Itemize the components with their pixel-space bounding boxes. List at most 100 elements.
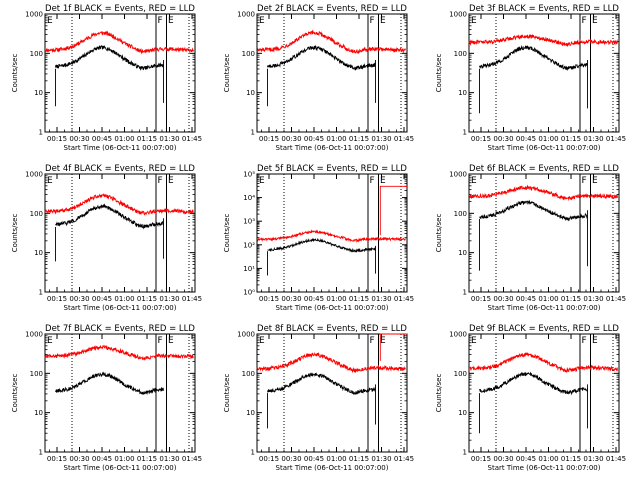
y-tick-label: 10 (34, 409, 43, 417)
x-tick-label: 01:30 (371, 455, 391, 463)
x-axis-label: Start Time (06-Oct-11 00:07:00) (488, 464, 601, 472)
x-tick-label: 00:15 (471, 135, 491, 143)
x-tick-label: 01:45 (606, 135, 626, 143)
plot-frame (256, 333, 408, 453)
lld-series (256, 229, 406, 243)
y-axis-label: Counts/sec (11, 54, 19, 93)
corner-marker-label: E (259, 16, 265, 26)
y-tick-label: 1 (251, 129, 255, 137)
y-axis-label: Counts/sec (435, 214, 443, 253)
x-tick-label: 01:00 (114, 455, 134, 463)
y-tick-label: 1 (463, 449, 467, 457)
corner-marker-label: E (471, 176, 477, 186)
x-tick-label: 00:45 (92, 295, 112, 303)
x-axis-label: Start Time (06-Oct-11 00:07:00) (276, 464, 389, 472)
y-axis-label: Counts/sec (435, 54, 443, 93)
lld-series (256, 351, 406, 374)
detector-panel-7: Det 7f BLACK = Events, RED = LLD 1 10 100 10… (11, 324, 202, 472)
panel-title: Det 3f BLACK = Events, RED = LLD (469, 4, 619, 14)
time-marker-label: E (168, 176, 174, 186)
panel-title: Det 5f BLACK = Events, RED = LLD (257, 164, 407, 174)
lld-series (44, 344, 194, 361)
time-marker-label: F (370, 336, 375, 346)
y-tick-label: 100 (454, 370, 467, 378)
corner-marker-label: E (471, 336, 477, 346)
plot-frame (468, 13, 620, 133)
x-tick-label: 00:45 (304, 135, 324, 143)
events-series (55, 45, 164, 71)
x-tick-label: 01:15 (561, 455, 581, 463)
x-tick-label: 00:30 (281, 295, 301, 303)
x-tick-label: 01:15 (561, 295, 581, 303)
x-tick-label: 00:15 (259, 455, 279, 463)
y-tick-label: 1 (39, 289, 43, 297)
lld-saturation-step (379, 333, 407, 361)
y-tick-label: 10⁴ (243, 194, 255, 202)
x-tick-label: 01:00 (538, 135, 558, 143)
x-tick-label: 01:00 (538, 295, 558, 303)
panel-title: Det 7f BLACK = Events, RED = LLD (45, 324, 195, 334)
y-tick-label: 100 (30, 50, 43, 58)
x-axis-label: Start Time (06-Oct-11 00:07:00) (64, 144, 177, 152)
x-tick-label: 00:15 (471, 295, 491, 303)
lld-series (468, 351, 618, 373)
plot-frame (468, 333, 620, 453)
y-tick-label: 1000 (25, 171, 43, 179)
x-tick-label: 01:00 (326, 455, 346, 463)
x-tick-label: 01:45 (394, 295, 414, 303)
y-tick-label: 1 (463, 289, 467, 297)
y-axis-label: Counts/sec (11, 374, 19, 413)
x-tick-label: 00:30 (281, 455, 301, 463)
x-tick-label: 00:45 (304, 455, 324, 463)
y-tick-label: 1 (251, 449, 255, 457)
x-tick-label: 00:45 (92, 135, 112, 143)
panel-title: Det 6f BLACK = Events, RED = LLD (469, 164, 619, 174)
detector-panel-9: Det 9f BLACK = Events, RED = LLD 1 10 100 10… (435, 324, 626, 472)
y-tick-label: 10 (246, 409, 255, 417)
y-axis-label: Counts/sec (223, 54, 231, 93)
y-tick-label: 1000 (237, 11, 255, 19)
x-tick-label: 01:30 (371, 295, 391, 303)
time-marker-label: F (370, 16, 375, 26)
y-tick-label: 100 (30, 370, 43, 378)
y-tick-label: 1000 (449, 331, 467, 339)
x-tick-label: 01:45 (182, 135, 202, 143)
x-tick-label: 00:15 (47, 455, 67, 463)
x-axis-label: Start Time (06-Oct-11 00:07:00) (488, 144, 601, 152)
y-tick-label: 1 (463, 129, 467, 137)
x-tick-label: 00:15 (47, 295, 67, 303)
x-tick-label: 00:15 (259, 295, 279, 303)
x-tick-label: 01:45 (182, 455, 202, 463)
x-tick-label: 01:45 (182, 295, 202, 303)
x-tick-label: 00:15 (47, 135, 67, 143)
y-tick-label: 10 (458, 409, 467, 417)
x-tick-label: 00:30 (69, 295, 89, 303)
y-tick-label: 10 (458, 249, 467, 257)
x-tick-label: 00:30 (493, 455, 513, 463)
x-tick-label: 01:45 (606, 295, 626, 303)
y-tick-label: 10² (243, 241, 255, 249)
x-tick-label: 00:45 (516, 135, 536, 143)
y-tick-label: 10⁰ (243, 289, 255, 297)
x-tick-label: 01:30 (583, 135, 603, 143)
x-tick-label: 00:45 (516, 455, 536, 463)
time-marker-label: E (380, 16, 386, 26)
plot-frame (256, 13, 408, 133)
y-tick-label: 100 (30, 210, 43, 218)
y-axis-label: Counts/sec (11, 214, 19, 253)
plot-frame (44, 13, 196, 133)
x-tick-label: 01:00 (114, 135, 134, 143)
time-marker-label: F (158, 176, 163, 186)
x-tick-label: 01:15 (349, 135, 369, 143)
x-tick-label: 00:15 (471, 455, 491, 463)
time-marker-label: F (582, 176, 587, 186)
y-axis-label: Counts/sec (223, 214, 231, 253)
time-marker-label: E (592, 176, 598, 186)
x-axis-label: Start Time (06-Oct-11 00:07:00) (488, 304, 601, 312)
panel-title: Det 8f BLACK = Events, RED = LLD (257, 324, 407, 334)
x-tick-label: 01:45 (394, 135, 414, 143)
detector-panel-3: Det 3f BLACK = Events, RED = LLD 1 10 100 10… (435, 4, 626, 152)
corner-marker-label: E (259, 176, 265, 186)
y-tick-label: 1000 (25, 11, 43, 19)
y-tick-label: 1000 (25, 331, 43, 339)
